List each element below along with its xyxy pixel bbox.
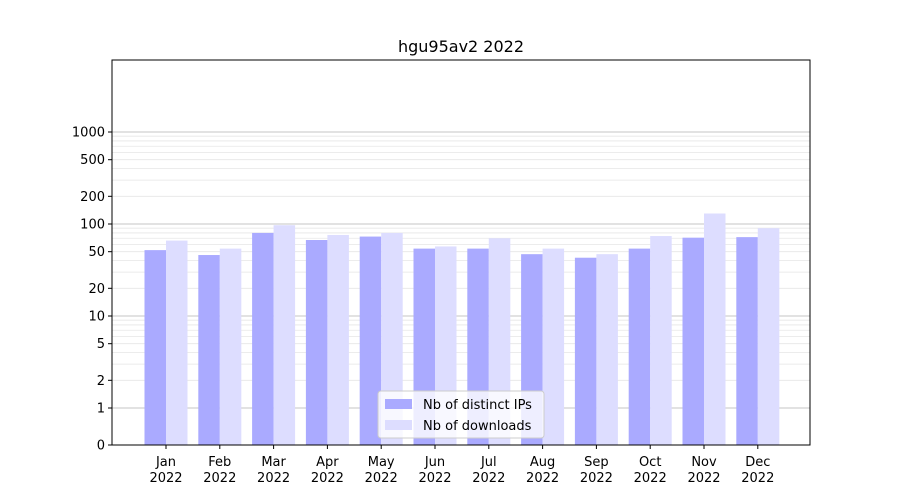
- x-tick-label: Apr 2022: [311, 455, 344, 486]
- y-tick-label: 2: [97, 374, 105, 389]
- x-tick-label: Feb 2022: [203, 455, 236, 486]
- bar-distinct-ips: [574, 257, 597, 445]
- bar-downloads: [542, 248, 565, 445]
- bar-distinct-ips: [682, 237, 704, 445]
- chart-title: hgu95av2 2022: [398, 37, 524, 56]
- legend-box: [377, 390, 545, 439]
- legend-swatch: [385, 399, 412, 409]
- legend: Nb of distinct IPs Nb of downloads: [377, 390, 545, 439]
- y-tick-label: 1: [97, 402, 105, 417]
- y-tick-label: 10: [88, 310, 105, 325]
- bar-distinct-ips: [305, 240, 328, 445]
- y-axis: 0 1 2 5 10 20 50 100 200 500 1000: [72, 126, 112, 454]
- bar-downloads: [327, 234, 349, 445]
- bar-distinct-ips: [252, 232, 274, 445]
- bar-distinct-ips: [359, 236, 382, 445]
- x-tick-label: Mar 2022: [257, 455, 290, 486]
- x-tick-label: May 2022: [365, 455, 398, 486]
- y-tick-label: 500: [80, 153, 105, 168]
- bar-downloads: [650, 236, 672, 445]
- y-tick-label: 5: [97, 337, 105, 352]
- y-tick-label: 50: [88, 245, 105, 260]
- legend-swatch: [385, 420, 412, 430]
- y-tick-label: 20: [88, 282, 105, 297]
- x-tick-label: Sep 2022: [580, 455, 613, 486]
- y-tick-label: 200: [80, 190, 105, 205]
- bar-downloads: [219, 248, 242, 445]
- x-tick-label: Jul 2022: [472, 455, 505, 486]
- bar-distinct-ips: [144, 250, 166, 445]
- x-tick-label: Nov 2022: [687, 455, 720, 486]
- x-tick-label: Dec 2022: [741, 455, 774, 486]
- x-tick-label: Aug 2022: [526, 455, 559, 486]
- plot-frame: [111, 59, 811, 446]
- y-tick-label: 1000: [72, 126, 105, 141]
- bar-downloads: [757, 228, 780, 445]
- bar-downloads: [704, 213, 726, 445]
- x-axis: Jan 2022 Feb 2022 Mar 2022 Apr 2022 May 2022 Jun 20…: [149, 445, 774, 486]
- x-tick-label: Oct 2022: [634, 455, 667, 486]
- bar-downloads: [596, 254, 618, 445]
- x-tick-label: Jan 2022: [149, 455, 182, 486]
- x-tick-label: Jun 2022: [418, 455, 451, 486]
- y-tick-label: 0: [97, 439, 105, 454]
- bar-downloads: [166, 240, 188, 445]
- y-tick-label: 100: [80, 218, 105, 233]
- bar-distinct-ips: [628, 248, 651, 445]
- legend-label: Nb of distinct IPs: [423, 398, 532, 413]
- bar-distinct-ips: [198, 255, 220, 445]
- legend-label: Nb of downloads: [423, 419, 532, 434]
- bar-downloads: [273, 225, 296, 445]
- bar-distinct-ips: [736, 237, 758, 445]
